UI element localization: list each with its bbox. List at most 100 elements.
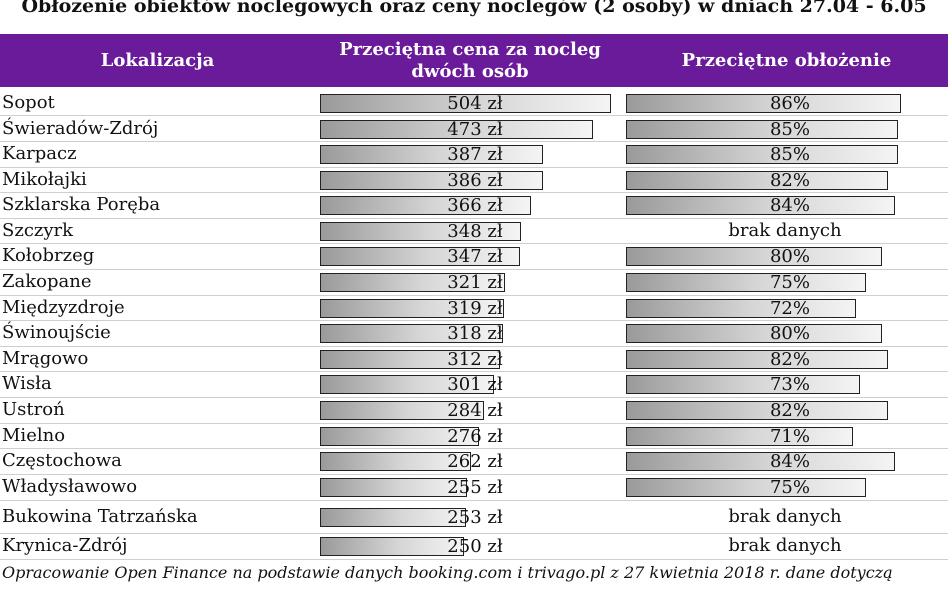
row-separator (0, 423, 948, 424)
row-separator (0, 533, 948, 534)
price-value: 262 zł (447, 451, 503, 472)
occupancy-value: 80% (769, 323, 810, 344)
price-bar (320, 93, 611, 113)
price-value: 250 zł (447, 536, 503, 557)
price-value: 318 zł (447, 323, 503, 344)
occupancy-no-data: brak danych (728, 219, 842, 241)
price-bar (320, 298, 504, 318)
price-value: 255 zł (447, 477, 503, 498)
row-separator (0, 397, 948, 398)
price-bar (320, 452, 471, 471)
occupancy-bar (626, 401, 888, 420)
price-bar (320, 247, 520, 266)
location-label: Częstochowa (2, 450, 122, 471)
location-label: Zakopane (2, 271, 92, 292)
row-separator (0, 500, 948, 501)
location-label: Szklarska Poręba (2, 194, 161, 215)
occupancy-bar (626, 145, 898, 164)
occupancy-bar (626, 349, 888, 369)
location-label: Sopot (2, 91, 55, 113)
price-bar (320, 273, 505, 292)
location-label: Świeradów-Zdrój (2, 117, 159, 139)
row-separator (0, 269, 948, 270)
header-occupancy: Przeciętne obłożenie (681, 49, 892, 71)
row-separator (0, 192, 948, 193)
occupancy-value: 85% (769, 144, 810, 165)
price-value: 284 zł (447, 400, 503, 421)
price-value: 348 zł (447, 220, 503, 242)
price-value: 321 zł (447, 272, 503, 293)
occupancy-bar (626, 93, 901, 113)
row-separator (0, 115, 948, 116)
occupancy-bar (626, 324, 882, 343)
price-bar (320, 507, 466, 527)
occupancy-value: 82% (769, 169, 810, 191)
row-separator (0, 346, 948, 347)
price-bar (320, 170, 543, 190)
price-bar (320, 221, 521, 241)
occupancy-bar (626, 426, 853, 446)
occupancy-bar (626, 170, 888, 190)
price-value: 347 zł (447, 246, 503, 267)
row-separator (0, 474, 948, 475)
occupancy-bar (626, 298, 856, 318)
occupancy-bar (626, 478, 866, 497)
price-bar (320, 426, 479, 446)
occupancy-value: 73% (769, 374, 810, 395)
occupancy-bar (626, 196, 895, 215)
occupancy-bar (626, 247, 882, 266)
occupancy-no-data: brak danych (728, 505, 842, 527)
price-bar (320, 119, 593, 139)
location-label: Mielno (2, 424, 66, 446)
row-separator (0, 320, 948, 321)
row-separator (0, 448, 948, 449)
location-label: Świnoujście (2, 322, 111, 343)
location-label: Kołobrzeg (2, 245, 95, 266)
occupancy-value: 82% (769, 400, 810, 421)
location-label: Bukowina Tatrzańska (2, 505, 198, 527)
price-value: 386 zł (447, 169, 503, 191)
price-bar (320, 324, 503, 343)
occupancy-value: 75% (769, 272, 810, 293)
price-bar (320, 196, 531, 215)
occupancy-bar (626, 452, 895, 471)
price-value: 276 zł (447, 425, 503, 447)
price-value: 504 zł (447, 92, 503, 114)
row-separator (0, 559, 948, 560)
header-price: Przeciętna cena za nocleg dwóch osób (339, 38, 601, 82)
price-bar (320, 537, 464, 556)
location-label: Szczyrk (2, 219, 74, 241)
price-bar (320, 145, 543, 164)
occupancy-value: 80% (769, 246, 810, 267)
occupancy-bar (626, 273, 866, 292)
location-label: Ustroń (2, 399, 65, 420)
footnote: Opracowanie Open Finance na podstawie da… (2, 563, 893, 582)
occupancy-bar (626, 375, 860, 394)
location-label: Krynica-Zdrój (2, 535, 128, 556)
row-separator (0, 167, 948, 168)
location-label: Mrągowo (2, 347, 89, 369)
location-label: Władysławowo (2, 476, 138, 497)
price-bar (320, 401, 484, 420)
location-label: Mikołajki (2, 168, 87, 190)
price-value: 387 zł (447, 144, 503, 165)
row-separator (0, 218, 948, 219)
row-separator (0, 141, 948, 142)
price-value: 473 zł (447, 118, 503, 140)
location-label: Karpacz (2, 143, 77, 164)
occupancy-value: 85% (769, 118, 810, 140)
occupancy-value: 86% (769, 92, 810, 114)
price-value: 366 zł (447, 195, 503, 216)
price-value: 319 zł (447, 297, 503, 319)
row-separator (0, 295, 948, 296)
occupancy-value: 84% (769, 195, 810, 216)
location-label: Międzyzdroje (2, 296, 125, 318)
occupancy-bar (626, 119, 898, 139)
occupancy-value: 75% (769, 477, 810, 498)
row-separator (0, 371, 948, 372)
price-value: 253 zł (447, 506, 503, 528)
row-separator (0, 243, 948, 244)
location-label: Wisła (2, 373, 52, 394)
price-bar (320, 375, 494, 394)
price-value: 312 zł (447, 348, 503, 370)
